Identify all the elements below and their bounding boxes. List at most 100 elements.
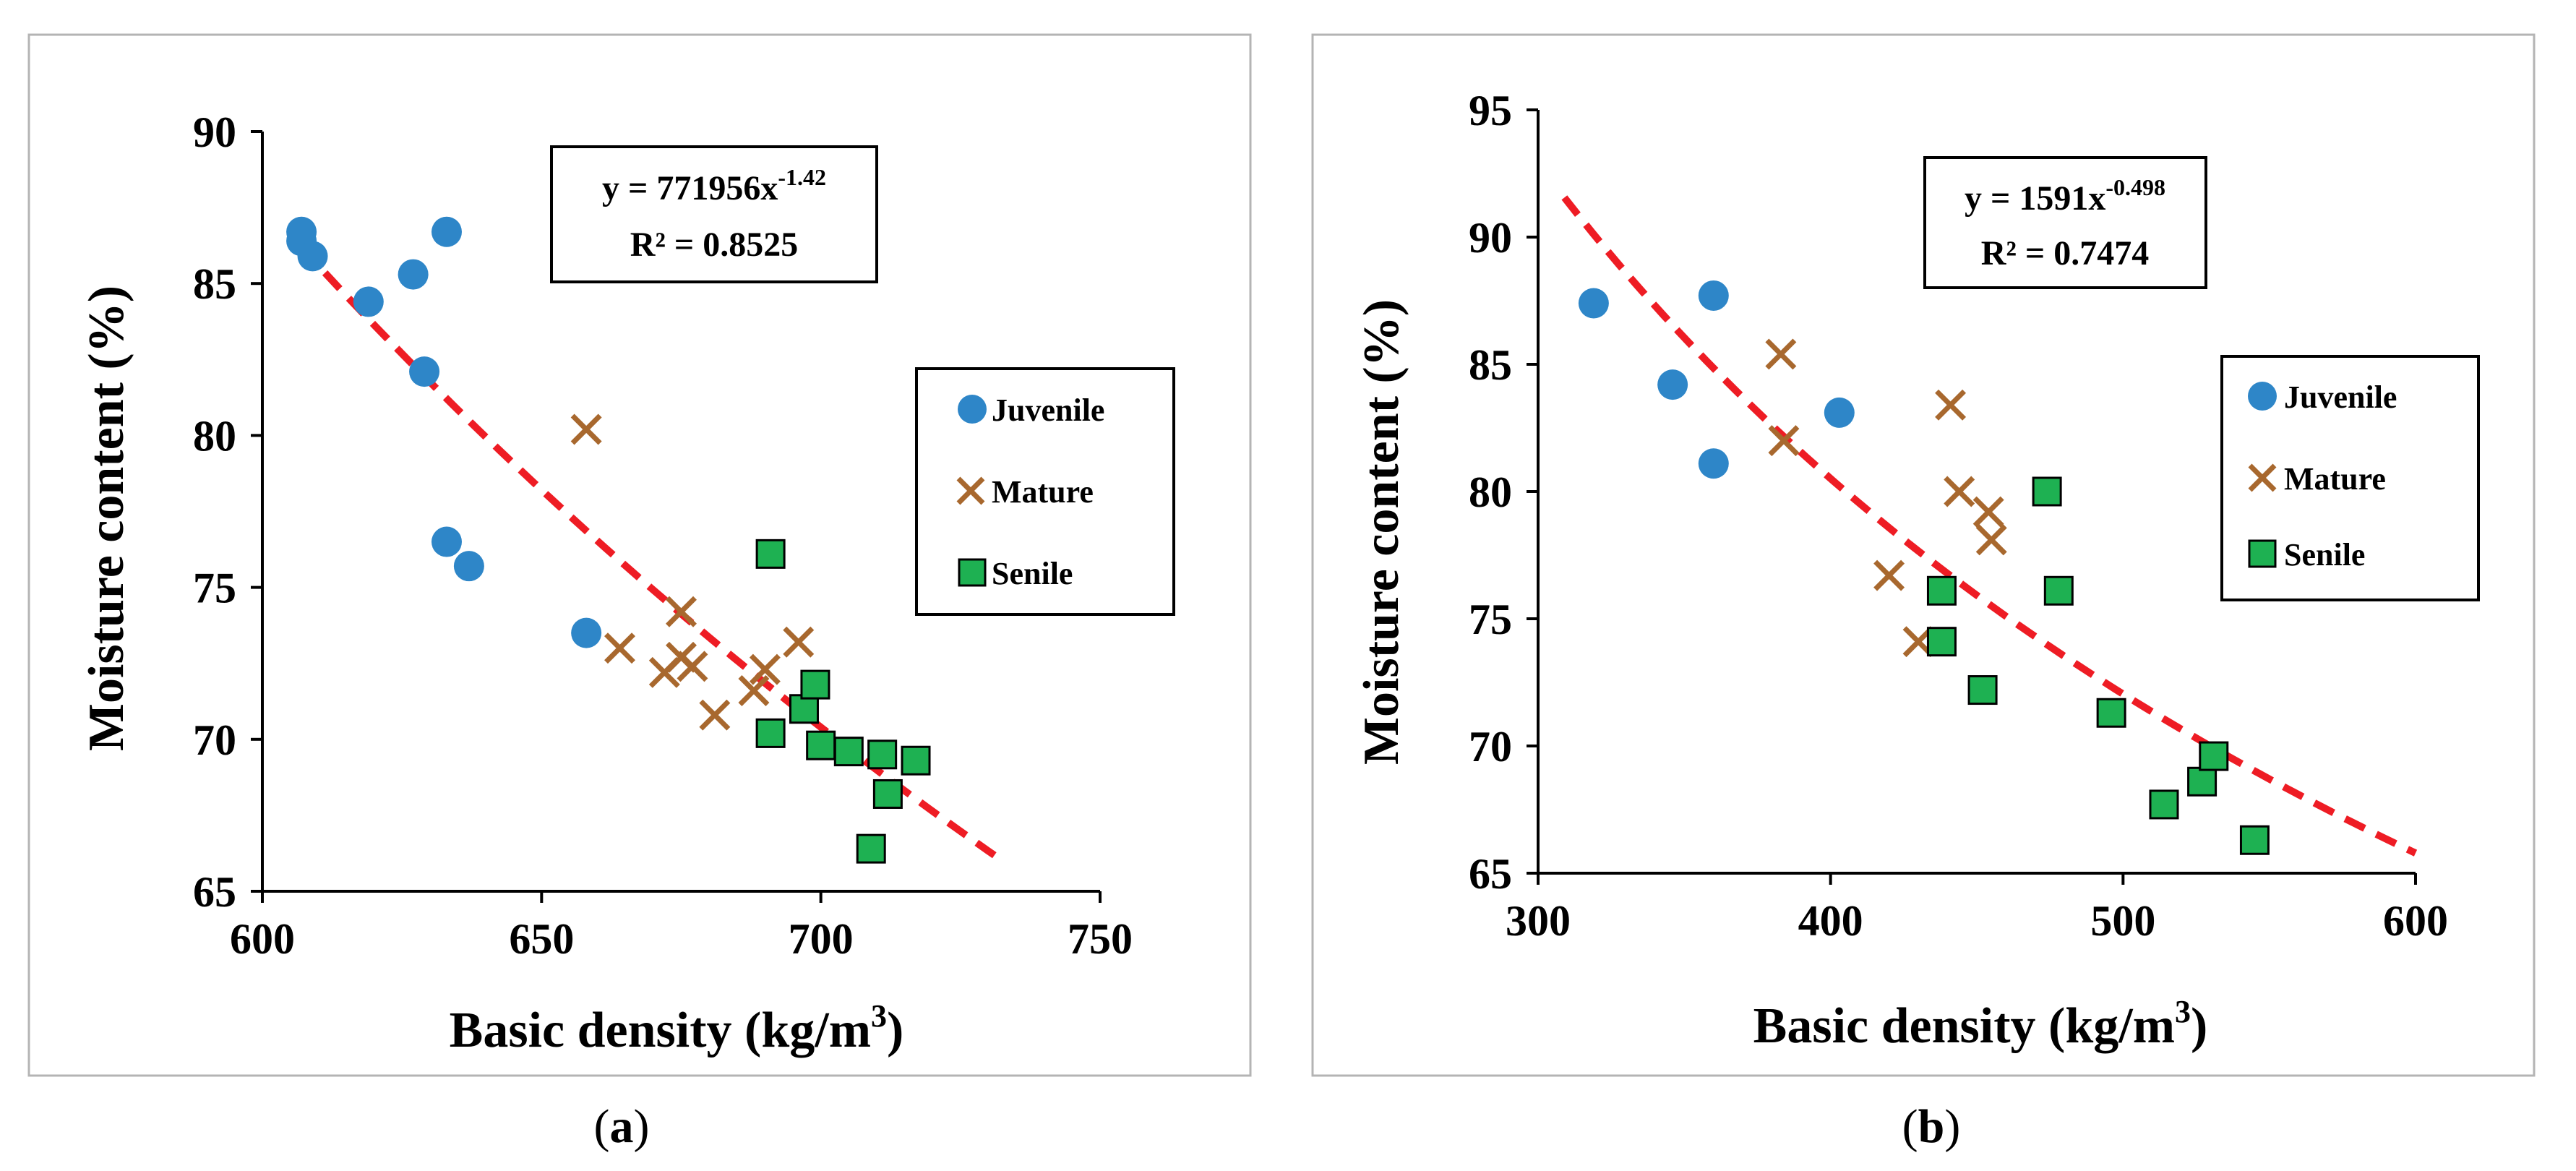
chart-a-y-tick-label: 70 [193,716,236,764]
chart-a-point-mature [749,653,781,685]
legend-a-juvenile-label: Juvenile [992,393,1104,428]
chart-a-x-tick-label: 750 [1068,915,1133,963]
chart-b-legend: Juvenile Mature Senile [2220,355,2480,601]
chart-a-point-juvenile [409,356,440,387]
chart-b-trendline [1561,195,2418,857]
chart-a-ylabel: Moisture content (%) [79,286,134,751]
chart-b-ylabel: Moisture content (%) [1354,299,1409,765]
chart-a-trendline [299,244,1002,862]
chart-a-equation-box: y = 771956x-1.42 R² = 0.8525 [550,145,878,283]
chart-b-point-senile [1926,575,1957,606]
chart-b-point-mature [1975,524,2007,556]
chart-b-y-tick-label: 90 [1469,214,1512,262]
chart-b-equation-box: y = 1591x-0.498 R² = 0.7474 [1923,156,2207,289]
chart-b-point-senile [2032,476,2062,507]
chart-b-point-senile [1967,675,1998,705]
chart-a-point-senile [800,669,830,700]
chart-b-point-mature [1873,559,1905,591]
chart-a-point-senile [755,718,786,748]
chart-a-point-juvenile [431,526,462,557]
chart-a-point-mature [604,632,635,664]
equation-a-box [550,145,878,283]
chart-b-y-tick-label: 80 [1469,468,1512,516]
legend-b-juvenile-label: Juvenile [2284,379,2397,415]
chart-a-x-tick-label: 650 [509,915,574,963]
legend-b-juvenile-marker [2248,382,2277,411]
chart-a-point-mature [666,596,697,627]
chart-b-point-senile [2239,825,2270,855]
chart-b-point-juvenile [1698,448,1729,479]
chart-b-y-tick-label: 75 [1469,596,1512,643]
legend-a-juvenile-marker [958,395,987,424]
legend-a-mature-marker [956,476,985,505]
chart-b-point-mature [1765,338,1797,370]
chart-b-point-mature [1944,476,1975,507]
chart-a-y-tick-label: 75 [193,565,236,612]
chart-b-point-senile [2149,789,2179,820]
chart-a-legend: Juvenile Mature Senile [915,367,1175,616]
chart-a-point-mature [570,413,602,445]
chart-a-y-tick-label: 65 [193,868,236,916]
legend-a-senile-label: Senile [992,556,1073,591]
chart-a-point-juvenile [571,617,602,648]
chart-a-x-tick-label: 600 [230,915,295,963]
chart-b-x-tick-label: 300 [1506,897,1571,945]
chart-b-x-tick-label: 400 [1798,897,1863,945]
chart-a-point-juvenile [453,551,484,582]
chart-b-xlabel: Basic density (kg/m3) [1753,994,2208,1054]
legend-b-senile-label: Senile [2284,537,2365,572]
chart-a-point-senile [856,833,886,864]
equation-a-line2: R² = 0.8525 [630,226,798,264]
equation-b-line2: R² = 0.7474 [1981,234,2149,273]
chart-a-point-mature [699,699,731,731]
chart-b-point-juvenile [1824,397,1855,428]
chart-a-point-senile [872,778,903,809]
chart-b-point-juvenile [1698,280,1729,311]
equation-b-line1: y = 1591x-0.498 [1965,174,2165,218]
chart-a-x-tick-label: 700 [789,915,854,963]
chart-a-point-senile [833,737,864,767]
chart-b-point-senile [2096,698,2126,728]
chart-a-point-juvenile [297,241,328,272]
chart-b-point-mature [1768,425,1800,457]
legend-b-mature-marker [2248,463,2277,492]
chart-b-point-senile [1926,627,1957,657]
chart-b-point-senile [2187,766,2217,797]
chart-a-point-senile [755,539,786,569]
legend-b-mature-label: Mature [2284,461,2386,497]
chart-a-plot: 600 650 700 750 65 70 75 80 85 90 [193,108,1133,963]
equation-a-line1: y = 771956x-1.42 [602,164,826,207]
chart-b-point-mature [1972,496,2004,528]
chart-a-point-juvenile [398,259,429,290]
panel-label-b: (b) [1902,1100,1961,1153]
chart-a-point-mature [677,651,708,682]
chart-b-point-mature [1935,389,1967,421]
chart-a-point-senile [789,694,819,724]
equation-b-box [1923,156,2207,289]
chart-a-point-mature [783,626,815,658]
legend-a-mature-label: Mature [992,474,1094,510]
chart-b-y-tick-label: 95 [1469,87,1512,134]
chart-a-point-senile [806,730,836,760]
chart-b-x-tick-label: 500 [2090,897,2155,945]
panel-label-a: (a) [594,1100,650,1153]
chart-a-point-senile [867,739,898,770]
chart-a-xlabel: Basic density (kg/m3) [450,998,904,1058]
chart-a-point-mature [738,675,770,707]
chart-b-point-juvenile [1578,288,1609,319]
legend-a-senile-marker [958,558,987,587]
chart-b-point-senile [2199,741,2229,771]
chart-b-plot: 300 400 500 600 65 70 75 80 85 90 95 [1469,87,2448,945]
chart-a-point-senile [901,745,931,776]
legend-b-senile-marker [2248,539,2277,568]
chart-b-y-tick-label: 65 [1469,850,1512,898]
chart-a-y-tick-label: 80 [193,412,236,460]
chart-b-point-juvenile [1657,369,1688,400]
chart-a-point-juvenile [431,216,462,247]
chart-b-x-tick-label: 600 [2383,897,2448,945]
chart-b-y-tick-label: 85 [1469,341,1512,389]
chart-a-point-juvenile [353,286,384,317]
chart-a-y-tick-label: 90 [193,108,236,156]
chart-a-y-tick-label: 85 [193,260,236,308]
